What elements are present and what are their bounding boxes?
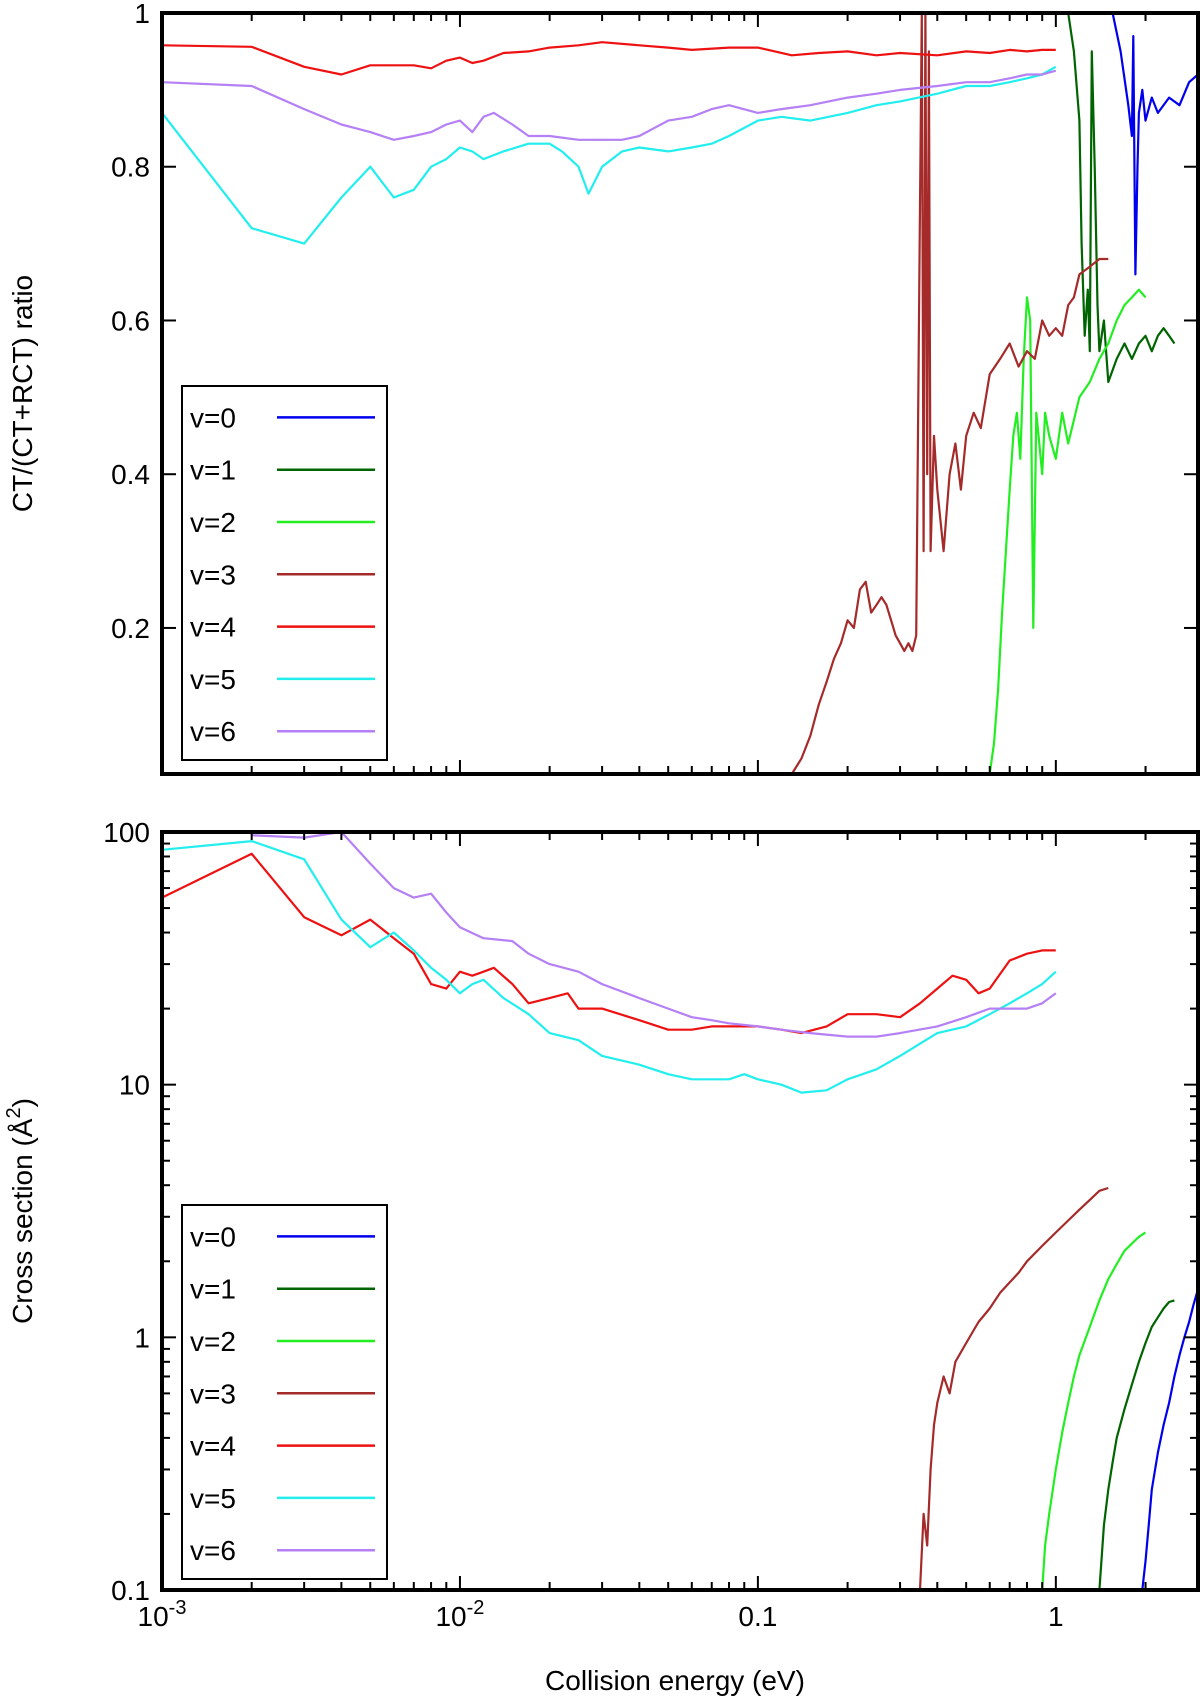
series-line-v=3 — [790, 13, 1109, 774]
series-line-v=4 — [162, 41, 1056, 76]
series-line-v=1 — [1098, 1299, 1175, 1590]
series-line-v=3 — [918, 1186, 1109, 1590]
y-tick-label: 1 — [134, 0, 150, 29]
legend-label: v=1 — [190, 1274, 236, 1305]
legend: v=0 v=1 v=2 v=3 v=4 v=5 v=6 — [181, 385, 388, 761]
legend-label: v=5 — [190, 1483, 236, 1514]
legend-label: v=3 — [190, 559, 236, 590]
legend-label: v=1 — [190, 455, 236, 486]
series-line-v=2 — [988, 288, 1147, 774]
x-axis-title: Collision energy (eV) — [545, 1665, 805, 1696]
cross-section-panel: 10-3 10-2 0.1 1 0.1 1 10 100 Cross section (Å2) v… — [3, 817, 1200, 1632]
y-tick-label: 0.4 — [111, 459, 150, 490]
legend-label: v=0 — [190, 1221, 236, 1252]
x-tick-label: 1 — [1048, 1601, 1064, 1632]
y-tick-label: 0.2 — [111, 613, 150, 644]
legend-label: v=2 — [190, 507, 236, 538]
x-tick-label: 10-2 — [435, 1597, 484, 1632]
legend-box — [181, 385, 388, 761]
y-axis-title: Cross section (Å2) — [3, 1098, 38, 1324]
series-line-v=0 — [1111, 13, 1198, 276]
series-line-v=2 — [1041, 1231, 1147, 1590]
y-tick-label: 0.6 — [111, 305, 150, 336]
y-tick-label: 10 — [119, 1070, 150, 1101]
series-line-v=5 — [162, 65, 1057, 245]
legend-label: v=6 — [190, 1535, 236, 1566]
series-line-v=5 — [162, 840, 1057, 1094]
legend-box — [181, 1204, 388, 1580]
legend-label: v=2 — [190, 1326, 236, 1357]
legend-label: v=5 — [190, 664, 236, 695]
x-tick-label: 10-3 — [138, 1597, 187, 1632]
legend-label: v=4 — [190, 612, 236, 643]
series-line-v=1 — [1067, 13, 1176, 384]
legend-label: v=3 — [190, 1378, 236, 1409]
legend: v=0 v=1 v=2 v=3 v=4 v=5 v=6 — [181, 1204, 388, 1580]
y-tick-label: 100 — [103, 817, 150, 848]
series-line-v=6 — [251, 832, 1057, 1038]
series-line-v=0 — [1141, 1288, 1198, 1590]
y-tick-label: 1 — [134, 1322, 150, 1353]
plot-frame — [160, 11, 1200, 776]
y-tick-label: 0.8 — [111, 152, 150, 183]
series-line-v=6 — [162, 69, 1057, 141]
legend-label: v=4 — [190, 1431, 236, 1462]
y-axis-title: CT/(CT+RCT) ratio — [7, 275, 38, 512]
x-tick-label: 0.1 — [738, 1601, 777, 1632]
plot-frame — [160, 830, 1200, 1592]
y-tick-label: 0.1 — [111, 1575, 150, 1606]
series-line-v=4 — [162, 852, 1056, 1035]
legend-label: v=6 — [190, 716, 236, 747]
legend-label: v=0 — [190, 402, 236, 433]
